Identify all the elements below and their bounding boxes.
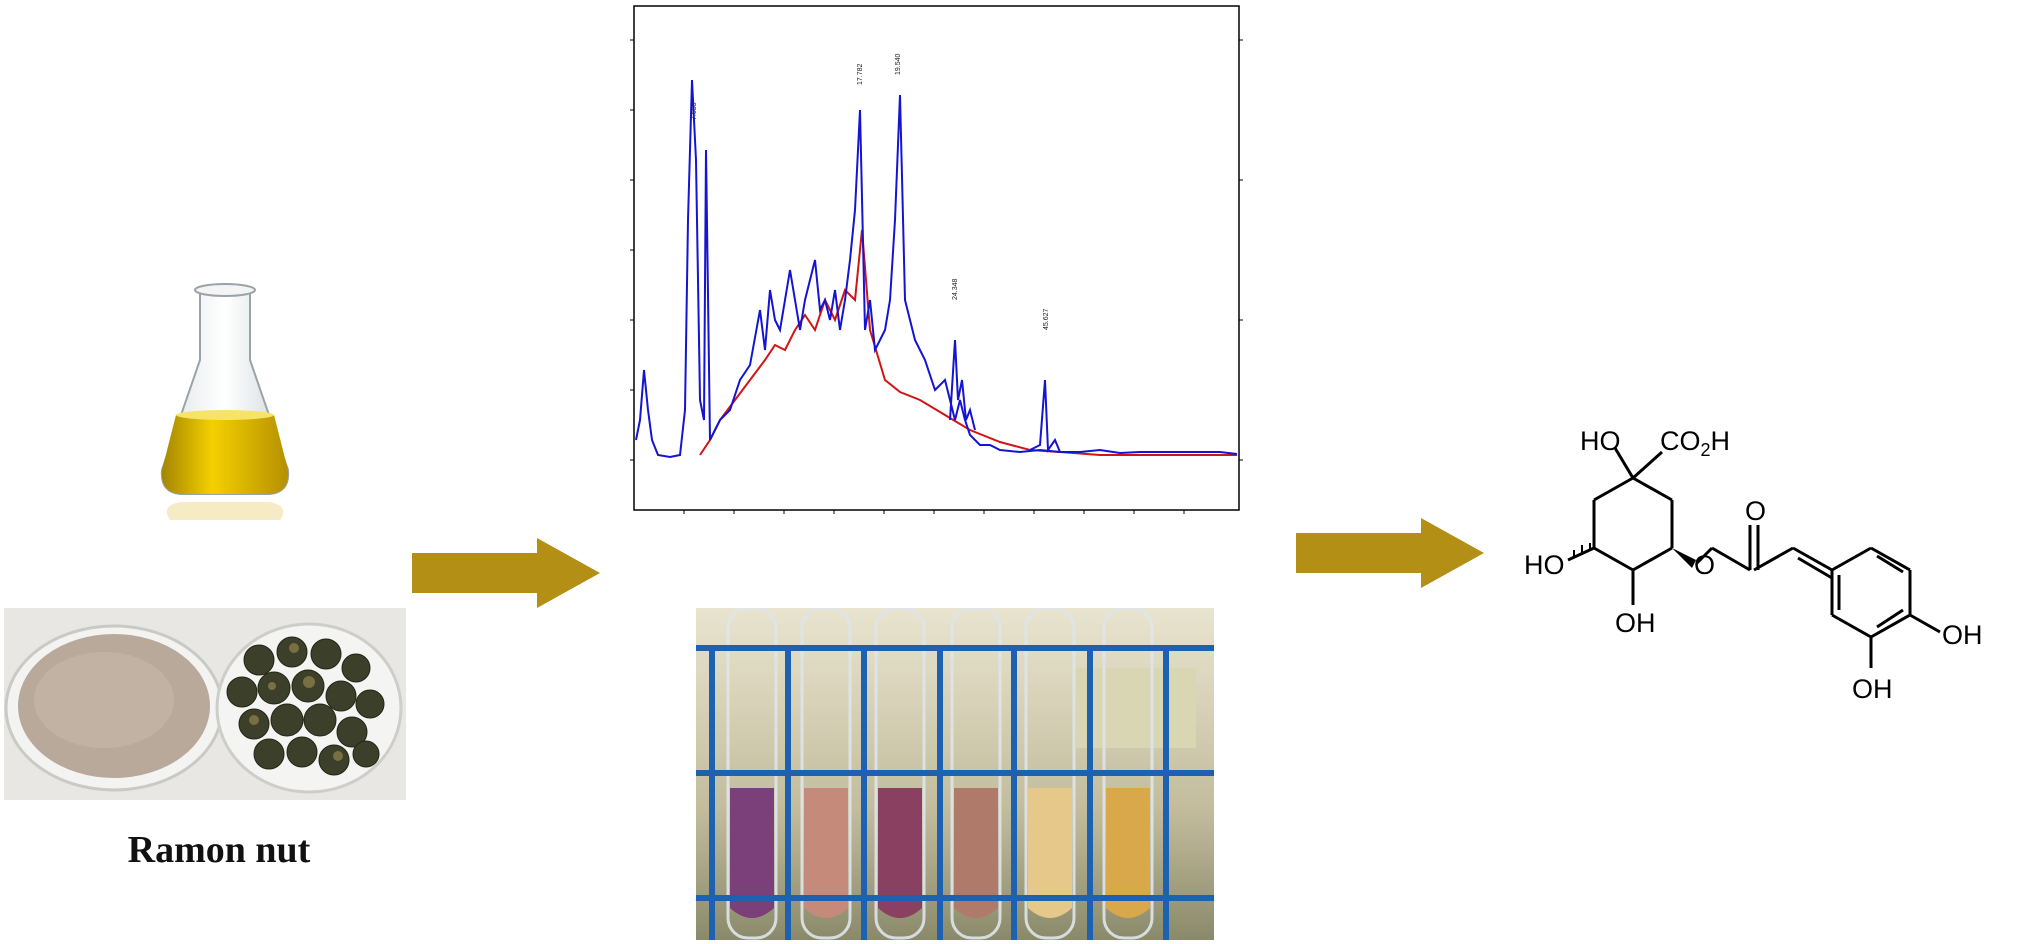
- right-arrow-1: [412, 538, 600, 608]
- chlorogenic-acid-structure: HO CO2H HO OH O O OH OH: [1524, 426, 1983, 704]
- oh-right-label: OH: [1942, 620, 1983, 650]
- oh-bottom-label: OH: [1615, 608, 1656, 638]
- right-arrow-2: [1296, 518, 1484, 588]
- svg-text:45.627: 45.627: [1043, 308, 1050, 330]
- ho-left-label: HO: [1524, 550, 1565, 580]
- chromatogram: 7.653 17.782 19.540 24.348 45.627: [630, 5, 1243, 514]
- oil-flask-image: [160, 283, 290, 520]
- svg-text:7.653: 7.653: [691, 102, 698, 120]
- ho-top-label: HO: [1580, 426, 1621, 456]
- svg-text:19.540: 19.540: [895, 53, 902, 75]
- o-ester-label: O: [1694, 550, 1715, 580]
- o-carbonyl-label: O: [1745, 496, 1766, 526]
- test-tubes-photo: [696, 608, 1214, 940]
- co2h-label: CO2H: [1660, 426, 1730, 460]
- oh-right-bottom-label: OH: [1852, 674, 1893, 704]
- svg-text:17.782: 17.782: [857, 63, 864, 85]
- ramon-nut-photo: [4, 608, 406, 800]
- ramon-nut-label: Ramon nut: [127, 829, 311, 871]
- svg-text:24.348: 24.348: [952, 278, 959, 300]
